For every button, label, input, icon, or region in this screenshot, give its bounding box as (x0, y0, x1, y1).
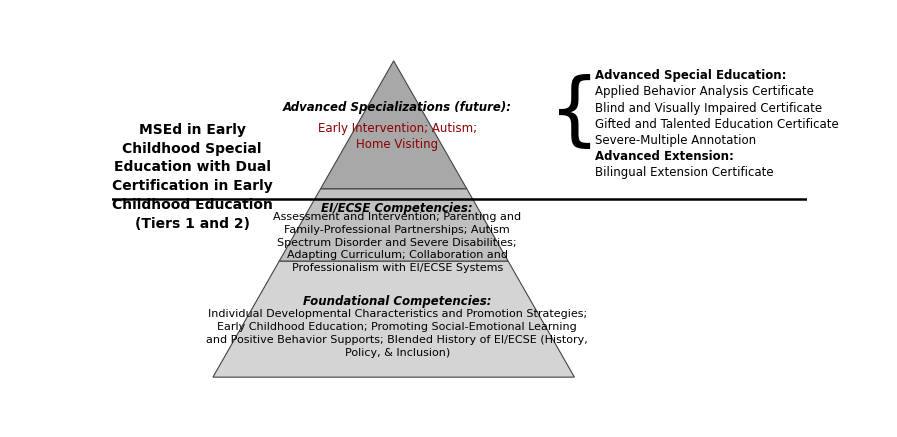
Polygon shape (279, 189, 508, 261)
Text: Foundational Competencies:: Foundational Competencies: (303, 295, 492, 308)
Text: Advanced Specializations (future):: Advanced Specializations (future): (283, 101, 511, 114)
Text: Bilingual Extension Certificate: Bilingual Extension Certificate (596, 166, 774, 179)
Text: Severe-Multiple Annotation: Severe-Multiple Annotation (596, 134, 756, 147)
Text: Individual Developmental Characteristics and Promotion Strategies;
Early Childho: Individual Developmental Characteristics… (206, 309, 588, 357)
Text: Gifted and Talented Education Certificate: Gifted and Talented Education Certificat… (596, 118, 839, 131)
Polygon shape (213, 261, 574, 377)
Text: Advanced Special Education:: Advanced Special Education: (596, 69, 787, 82)
Text: Early Intervention; Autism;: Early Intervention; Autism; (318, 121, 476, 135)
Text: Blind and Visually Impaired Certificate: Blind and Visually Impaired Certificate (596, 101, 823, 114)
Text: MSEd in Early
Childhood Special
Education with Dual
Certification in Early
Child: MSEd in Early Childhood Special Educatio… (111, 122, 273, 231)
Text: {: { (549, 74, 600, 152)
Text: Assessment and Intervention; Parenting and
Family-Professional Partnerships; Aut: Assessment and Intervention; Parenting a… (273, 212, 521, 273)
Text: Home Visiting: Home Visiting (356, 139, 439, 152)
Polygon shape (320, 61, 466, 189)
Text: Advanced Extension:: Advanced Extension: (596, 150, 734, 163)
Text: Applied Behavior Analysis Certificate: Applied Behavior Analysis Certificate (596, 85, 814, 98)
Text: EI/ECSE Competencies:: EI/ECSE Competencies: (321, 202, 473, 215)
